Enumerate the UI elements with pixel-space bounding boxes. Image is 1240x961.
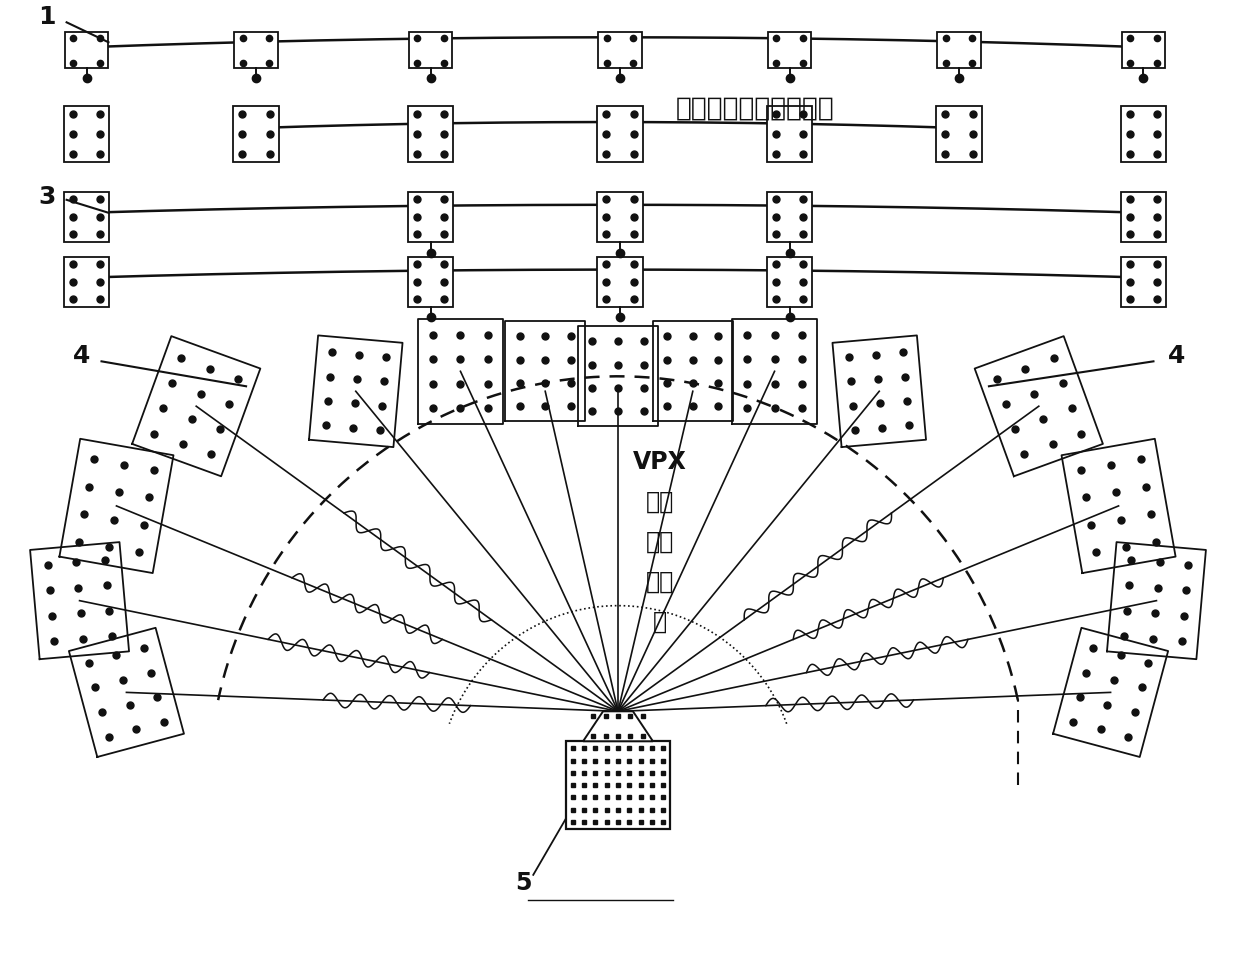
Bar bbox=[63, 192, 109, 242]
Bar bbox=[565, 742, 671, 829]
Text: 子卡: 子卡 bbox=[646, 489, 675, 513]
Bar bbox=[408, 192, 454, 242]
Text: 3: 3 bbox=[38, 185, 56, 209]
Polygon shape bbox=[583, 711, 653, 742]
Bar bbox=[408, 107, 454, 162]
Bar bbox=[1121, 107, 1167, 162]
Bar bbox=[598, 258, 642, 308]
Text: 1: 1 bbox=[38, 6, 56, 30]
Bar bbox=[598, 107, 642, 162]
Text: 5: 5 bbox=[515, 870, 532, 894]
Bar bbox=[937, 34, 981, 69]
Bar bbox=[63, 107, 109, 162]
Bar bbox=[1121, 192, 1167, 242]
Bar bbox=[598, 34, 642, 69]
Text: 校准及影响因素测试区: 校准及影响因素测试区 bbox=[676, 95, 835, 121]
Bar bbox=[766, 107, 812, 162]
Text: VPX: VPX bbox=[632, 450, 687, 474]
Bar bbox=[234, 34, 278, 69]
Text: 测试: 测试 bbox=[646, 569, 675, 593]
Bar bbox=[1121, 258, 1167, 308]
Bar bbox=[768, 34, 811, 69]
Bar bbox=[766, 258, 812, 308]
Bar bbox=[63, 258, 109, 308]
Bar bbox=[64, 34, 108, 69]
Bar bbox=[766, 192, 812, 242]
Text: 4: 4 bbox=[1168, 344, 1185, 368]
Bar bbox=[233, 107, 279, 162]
Bar bbox=[1121, 34, 1166, 69]
Text: 4: 4 bbox=[73, 344, 91, 368]
Bar bbox=[408, 258, 454, 308]
Text: 模拟: 模拟 bbox=[646, 530, 675, 554]
Text: 区: 区 bbox=[652, 609, 667, 633]
Bar bbox=[936, 107, 982, 162]
Bar bbox=[598, 192, 642, 242]
Bar bbox=[409, 34, 453, 69]
